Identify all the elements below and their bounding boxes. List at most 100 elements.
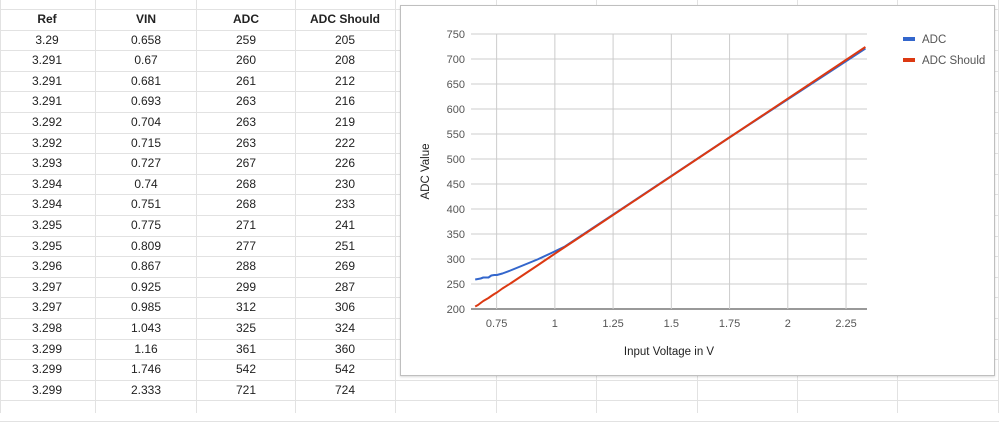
table-cell[interactable]: 268	[197, 174, 295, 194]
table-cell[interactable]: 0.715	[96, 133, 196, 153]
table-cell[interactable]: 260	[197, 50, 295, 70]
column-header[interactable]: ADC Should	[295, 9, 395, 29]
table-cell[interactable]: 208	[295, 50, 395, 70]
legend-label: ADC Should	[922, 55, 985, 67]
table-cell[interactable]: 269	[295, 256, 395, 276]
table-cell[interactable]: 0.985	[96, 297, 196, 317]
table-cell[interactable]: 1.16	[96, 339, 196, 359]
table-cell[interactable]: 3.298	[0, 318, 95, 338]
table-cell[interactable]: 3.293	[0, 153, 95, 173]
table-cell[interactable]: 261	[197, 71, 295, 91]
y-tick-label: 700	[447, 54, 465, 66]
x-tick-label: 1	[552, 318, 558, 330]
table-cell[interactable]: 212	[295, 71, 395, 91]
table-cell[interactable]: 230	[295, 174, 395, 194]
table-cell[interactable]: 3.294	[0, 194, 95, 214]
table-cell[interactable]: 241	[295, 215, 395, 235]
table-cell[interactable]: 542	[197, 359, 295, 379]
table-cell[interactable]: 3.295	[0, 215, 95, 235]
table-cell[interactable]: 3.297	[0, 297, 95, 317]
table-cell[interactable]: 271	[197, 215, 295, 235]
table-cell[interactable]: 287	[295, 277, 395, 297]
y-tick-label: 600	[447, 104, 465, 116]
y-tick-label: 200	[447, 304, 465, 316]
series-line-adc-should	[475, 47, 865, 307]
legend-label: ADC	[922, 34, 946, 46]
table-cell[interactable]: 360	[295, 339, 395, 359]
table-cell[interactable]: 299	[197, 277, 295, 297]
column-header[interactable]: VIN	[96, 9, 196, 29]
table-cell[interactable]: 3.297	[0, 277, 95, 297]
x-tick-label: 2	[785, 318, 791, 330]
table-cell[interactable]: 3.291	[0, 50, 95, 70]
table-cell[interactable]: 205	[295, 30, 395, 50]
table-cell[interactable]: 3.296	[0, 256, 95, 276]
series-line-adc	[475, 49, 865, 280]
x-axis-title: Input Voltage in V	[624, 346, 714, 358]
table-cell[interactable]: 233	[295, 194, 395, 214]
table-cell[interactable]: 0.925	[96, 277, 196, 297]
table-cell[interactable]: 2.333	[96, 380, 196, 400]
table-cell[interactable]: 3.292	[0, 133, 95, 153]
table-cell[interactable]: 0.727	[96, 153, 196, 173]
column-header[interactable]: Ref	[0, 9, 95, 29]
table-cell[interactable]: 0.693	[96, 91, 196, 111]
y-axis-title: ADC Value	[420, 143, 432, 199]
table-cell[interactable]: 3.294	[0, 174, 95, 194]
table-cell[interactable]: 724	[295, 380, 395, 400]
y-tick-label: 500	[447, 154, 465, 166]
table-cell[interactable]: 277	[197, 236, 295, 256]
table-cell[interactable]: 263	[197, 91, 295, 111]
table-cell[interactable]: 0.658	[96, 30, 196, 50]
column-header[interactable]: ADC	[197, 9, 295, 29]
table-cell[interactable]: 3.299	[0, 380, 95, 400]
table-cell[interactable]: 0.74	[96, 174, 196, 194]
table-cell[interactable]: 267	[197, 153, 295, 173]
table-cell[interactable]: 324	[295, 318, 395, 338]
table-cell[interactable]: 263	[197, 112, 295, 132]
table-cell[interactable]: 3.292	[0, 112, 95, 132]
table-cell[interactable]: 3.295	[0, 236, 95, 256]
table-cell[interactable]: 312	[197, 297, 295, 317]
table-cell[interactable]: 542	[295, 359, 395, 379]
table-cell[interactable]: 0.775	[96, 215, 196, 235]
table-cell[interactable]: 268	[197, 194, 295, 214]
table-cell[interactable]: 259	[197, 30, 295, 50]
x-tick-label: 1.25	[602, 318, 623, 330]
y-tick-label: 400	[447, 204, 465, 216]
table-cell[interactable]: 361	[197, 339, 295, 359]
x-tick-label: 1.75	[719, 318, 740, 330]
y-tick-label: 350	[447, 229, 465, 241]
table-cell[interactable]: 0.867	[96, 256, 196, 276]
table-cell[interactable]: 226	[295, 153, 395, 173]
y-tick-label: 650	[447, 79, 465, 91]
table-cell[interactable]: 216	[295, 91, 395, 111]
y-tick-label: 750	[447, 29, 465, 41]
table-cell[interactable]: 0.681	[96, 71, 196, 91]
legend-swatch	[903, 37, 915, 41]
table-cell[interactable]: 3.29	[0, 30, 95, 50]
table-cell[interactable]: 306	[295, 297, 395, 317]
table-cell[interactable]: 721	[197, 380, 295, 400]
table-cell[interactable]: 263	[197, 133, 295, 153]
table-cell[interactable]: 3.291	[0, 91, 95, 111]
table-cell[interactable]: 1.043	[96, 318, 196, 338]
x-tick-label: 0.75	[486, 318, 507, 330]
legend-swatch	[903, 58, 915, 62]
y-tick-label: 300	[447, 254, 465, 266]
table-cell[interactable]: 1.746	[96, 359, 196, 379]
table-cell[interactable]: 222	[295, 133, 395, 153]
table-cell[interactable]: 288	[197, 256, 295, 276]
table-cell[interactable]: 3.299	[0, 339, 95, 359]
table-cell[interactable]: 325	[197, 318, 295, 338]
table-cell[interactable]: 3.291	[0, 71, 95, 91]
y-tick-label: 450	[447, 179, 465, 191]
table-cell[interactable]: 0.704	[96, 112, 196, 132]
table-cell[interactable]: 0.751	[96, 194, 196, 214]
table-cell[interactable]: 3.299	[0, 359, 95, 379]
table-cell[interactable]: 0.809	[96, 236, 196, 256]
table-cell[interactable]: 0.67	[96, 50, 196, 70]
table-cell[interactable]: 219	[295, 112, 395, 132]
table-cell[interactable]: 251	[295, 236, 395, 256]
